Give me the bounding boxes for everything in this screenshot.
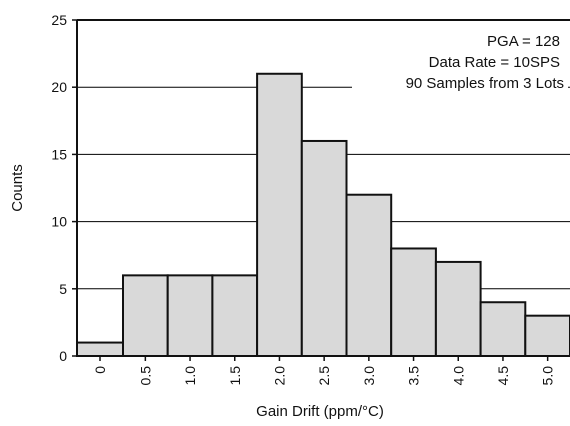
y-tick-label-10: 10 [51,214,67,230]
bar-2.0 [256,72,303,357]
x-tick-label-0: 0 [92,366,108,374]
bar-3.5 [390,247,437,357]
annotation-background [352,32,568,90]
bar-5.0 [524,314,570,357]
bar-1.5 [211,274,259,357]
bar-2.5 [300,139,348,357]
x-tick-label-1.5: 1.5 [227,366,243,386]
x-tick-label-5.0: 5.0 [540,366,556,386]
x-axis-title: Gain Drift (ppm/°C) [256,403,384,420]
x-tick-labels: 0 0.5 1.0 1.5 2.0 2.5 3.0 3.5 4.0 4.5 5.0 [92,356,556,385]
y-tick-label-25: 25 [51,12,67,28]
y-tick-label-5: 5 [59,281,67,297]
bar-0.5 [122,274,169,357]
annotation-pga: PGA = 128 [487,33,560,50]
x-tick-label-4.5: 4.5 [495,366,511,386]
y-tick-labels: 0 5 10 15 20 25 [51,12,77,364]
bar-4.5 [479,301,527,357]
y-tick-label-0: 0 [59,348,67,364]
x-tick-label-3.5: 3.5 [406,366,422,386]
bar-0 [76,341,124,357]
annotation-data-rate: Data Rate = 10SPS [429,54,560,71]
x-tick-label-4.0: 4.0 [450,366,466,386]
y-axis-title: Counts [9,164,26,212]
bar-1.0 [166,274,214,357]
x-tick-label-2.0: 2.0 [271,366,287,386]
x-tick-label-1.0: 1.0 [182,366,198,386]
y-tick-label-20: 20 [51,79,67,95]
bar-3.0 [345,193,393,357]
x-tick-label-0.5: 0.5 [137,366,153,386]
bars [76,72,570,358]
annotation-samples: 90 Samples from 3 Lots [406,75,564,92]
x-tick-label-2.5: 2.5 [316,366,332,386]
y-tick-label-15: 15 [51,146,67,162]
bar-4.0 [434,260,482,358]
x-tick-label-3.0: 3.0 [361,366,377,386]
